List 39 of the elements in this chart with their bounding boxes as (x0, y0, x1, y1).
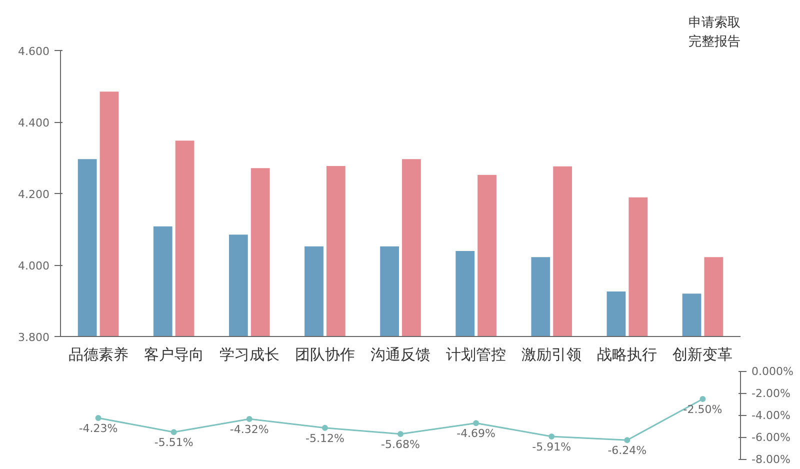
point (322, 424, 328, 431)
y2-tick-label: -2.00% (752, 387, 790, 400)
data-label: -4.32% (230, 423, 269, 436)
x-tick-label: 战略执行 (597, 346, 658, 364)
x-tick-label: 创新变革 (672, 346, 733, 364)
y-tick-label: 4.000 (18, 260, 50, 272)
x-tick-label: 激励引领 (522, 346, 582, 364)
point (398, 430, 404, 437)
point (170, 429, 177, 436)
y-tick-label: 4.200 (18, 188, 50, 201)
y-tick-label: 4.600 (18, 45, 50, 58)
x-tick-label: 学习成长 (219, 346, 280, 364)
point (700, 396, 706, 402)
point (95, 415, 102, 422)
y-tick-label: 3.800 (18, 331, 50, 344)
data-label: -5.51% (154, 436, 194, 450)
y-tick-label: 4.400 (18, 116, 50, 130)
point (624, 437, 630, 444)
x-tick-label: 品德素养 (68, 346, 128, 364)
x-tick-label: 客户导向 (144, 346, 204, 364)
y2-tick-label: -8.00% (752, 453, 790, 466)
point (548, 434, 555, 440)
data-label: -5.68% (381, 438, 420, 451)
point (246, 416, 252, 422)
data-label: -4.23% (78, 422, 118, 436)
text: 申请索取 (688, 16, 740, 30)
y2-tick-label: -6.00% (752, 431, 790, 444)
y2-tick-label: 0.000% (752, 365, 794, 378)
x-tick-label: 团队协作 (294, 346, 355, 364)
data-label: -6.24% (608, 444, 647, 458)
point (473, 420, 480, 426)
data-label: -4.69% (456, 427, 496, 440)
x-tick-label: 沟通反馈 (370, 346, 430, 364)
y2-tick-label: -4.00% (752, 409, 790, 422)
data-label: -5.12% (305, 432, 344, 445)
x-tick-label: 计划管控 (446, 346, 506, 364)
data-label: -2.50% (683, 403, 722, 416)
data-label: -5.91% (532, 440, 572, 454)
text: 完整报告 (688, 34, 740, 50)
